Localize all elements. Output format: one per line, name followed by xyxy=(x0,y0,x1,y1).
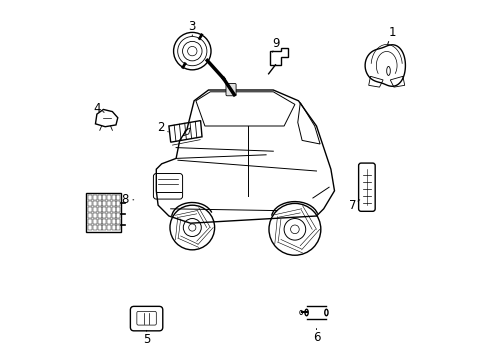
FancyBboxPatch shape xyxy=(225,84,236,96)
Text: 7: 7 xyxy=(348,199,356,212)
Text: 3: 3 xyxy=(188,21,196,33)
Text: 4: 4 xyxy=(94,102,101,114)
Text: 5: 5 xyxy=(142,333,150,346)
Text: 6: 6 xyxy=(312,331,320,344)
Text: 8: 8 xyxy=(121,193,128,206)
Text: 1: 1 xyxy=(387,26,395,39)
Text: 9: 9 xyxy=(272,37,279,50)
Text: 2: 2 xyxy=(157,121,164,134)
